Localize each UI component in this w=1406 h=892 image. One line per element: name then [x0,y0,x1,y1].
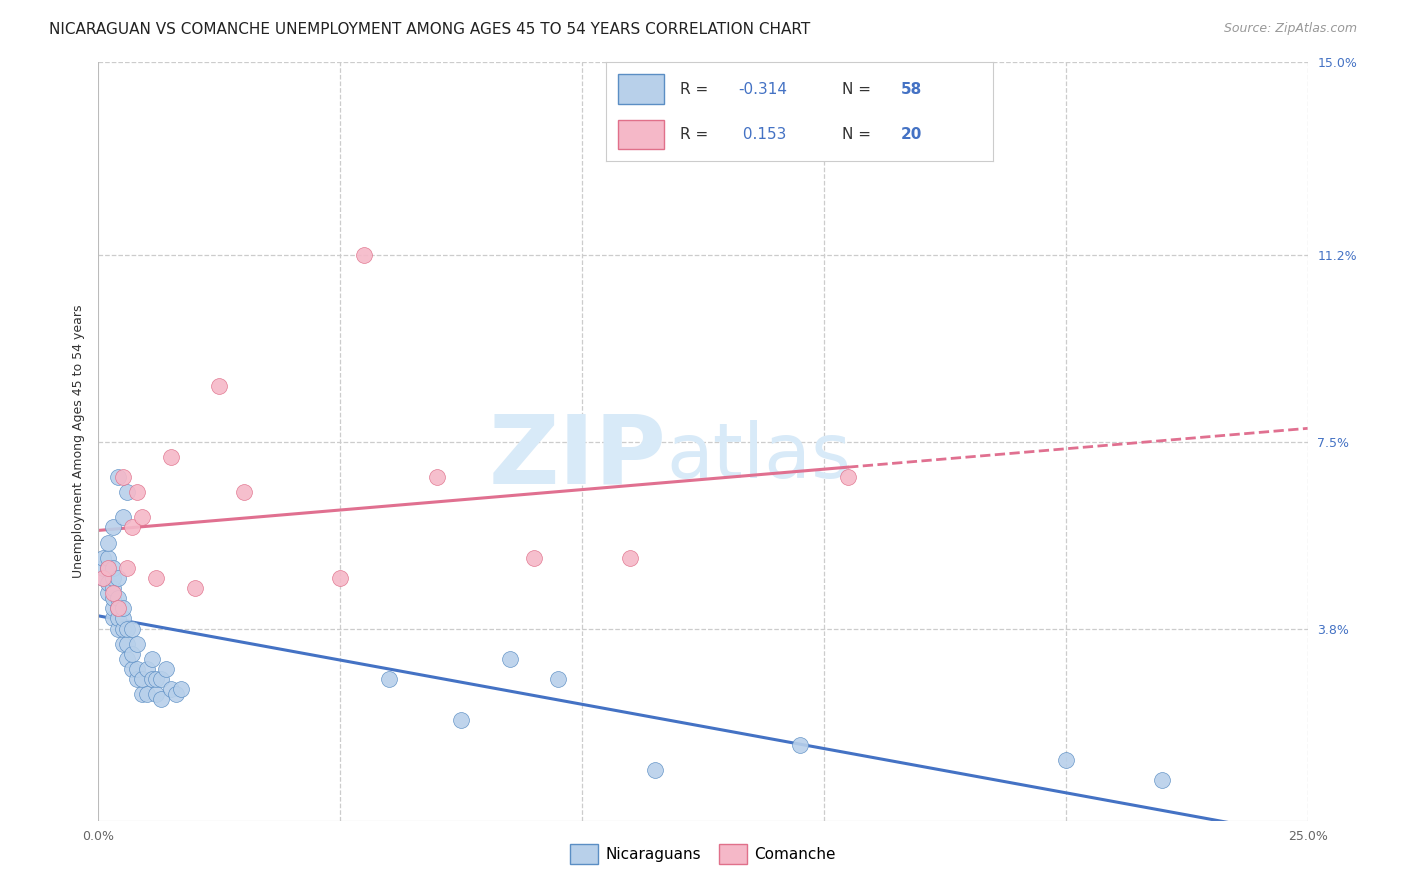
Point [377,672,399,686]
Text: atlas: atlas [666,420,852,493]
Point [111,470,134,484]
Point [155,662,177,676]
Point [111,611,134,625]
Point [498,652,520,666]
Point [117,637,139,651]
Point [141,672,163,686]
Point [111,637,134,651]
Point [523,550,546,565]
Point [619,550,641,565]
Text: Source: ZipAtlas.com: Source: ZipAtlas.com [1223,22,1357,36]
Point [117,485,139,500]
Point [101,571,124,585]
Point [127,672,149,686]
Point [1152,773,1174,788]
Point [160,450,183,464]
Point [127,485,149,500]
Point [426,470,449,484]
Point [1054,753,1077,767]
Point [107,571,129,585]
Point [789,738,811,752]
Text: NICARAGUAN VS COMANCHE UNEMPLOYMENT AMONG AGES 45 TO 54 YEARS CORRELATION CHART: NICARAGUAN VS COMANCHE UNEMPLOYMENT AMON… [49,22,810,37]
Point [131,510,153,524]
Point [169,682,191,697]
Point [91,561,114,575]
Point [131,672,153,686]
Point [97,586,120,600]
Point [150,692,173,706]
Point [117,622,139,636]
Point [353,247,375,261]
Point [837,470,859,484]
Point [101,520,124,534]
Point [232,485,254,500]
Point [135,662,157,676]
Point [101,611,124,625]
Point [107,601,129,615]
Point [644,763,666,777]
Y-axis label: Unemployment Among Ages 45 to 54 years: Unemployment Among Ages 45 to 54 years [72,305,84,578]
Point [97,576,120,591]
Point [117,561,139,575]
Point [117,652,139,666]
Point [121,622,143,636]
Point [547,672,569,686]
Point [97,561,120,575]
Point [107,622,129,636]
Point [121,662,143,676]
Point [131,687,153,701]
Point [101,561,124,575]
Point [127,637,149,651]
Point [160,682,183,697]
Point [121,520,143,534]
Point [184,581,207,595]
Point [111,601,134,615]
Point [165,687,187,701]
Point [101,591,124,606]
Point [91,550,114,565]
Point [107,470,129,484]
Point [101,581,124,595]
Point [450,713,472,727]
Point [107,611,129,625]
Point [111,510,134,524]
Point [101,601,124,615]
Point [97,535,120,549]
Point [145,687,167,701]
Point [145,672,167,686]
Point [107,591,129,606]
Point [101,586,124,600]
Point [97,550,120,565]
Point [121,647,143,661]
Point [107,601,129,615]
Point [97,561,120,575]
Point [91,571,114,585]
Point [91,571,114,585]
Point [135,687,157,701]
Point [145,571,167,585]
Point [208,379,231,393]
Point [111,622,134,636]
Text: ZIP: ZIP [489,410,666,503]
Point [150,672,173,686]
Point [141,652,163,666]
Point [127,662,149,676]
Legend: Nicaraguans, Comanche: Nicaraguans, Comanche [564,838,842,870]
Point [329,571,352,585]
